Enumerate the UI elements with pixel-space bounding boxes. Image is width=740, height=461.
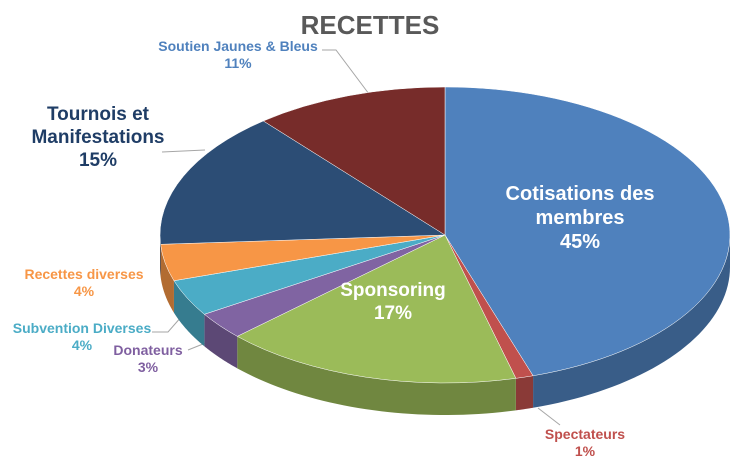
slice-label: Spectateurs 1% [515, 426, 655, 460]
slice-percent: 11% [224, 54, 252, 71]
slice-percent: 15% [78, 149, 118, 171]
leader-line [152, 315, 183, 333]
slice-percent: 4% [73, 282, 95, 299]
slice-name: Recettes diverses [24, 266, 144, 282]
slice-label: Tournois et Manifestations 15% [23, 104, 173, 172]
slice-label: Recettes diverses 4% [9, 266, 159, 300]
slice-name: Spectateurs [544, 426, 626, 442]
chart-title: RECETTES [300, 10, 440, 40]
slice-label: Cotisations des membres 45% [500, 182, 660, 254]
slice-side [204, 314, 238, 369]
leader-line [537, 407, 561, 426]
slice-percent: 17% [373, 302, 413, 324]
slice-name: Sponsoring [340, 280, 446, 301]
leader-line [161, 149, 206, 153]
slice-percent: 3% [137, 358, 159, 375]
slice-label: Sponsoring 17% [323, 280, 463, 326]
slice-side [515, 375, 534, 411]
slice-side [533, 235, 730, 408]
slice-label: Subvention Diverses 4% [2, 320, 162, 354]
slice-name: Soutien Jaunes & Bleus [158, 38, 318, 54]
leader-line [322, 49, 373, 99]
slice-name: Subvention Diverses [12, 320, 152, 336]
slice-side [237, 336, 516, 415]
slice-name: Tournois et Manifestations [31, 104, 165, 148]
slice-percent: 1% [574, 442, 596, 459]
slice [159, 120, 446, 245]
slice-name: Donateurs [113, 342, 183, 358]
slice-name: Cotisations des membres [505, 183, 655, 229]
slice-side [160, 235, 161, 277]
slice-side [160, 244, 174, 313]
slice-label: Donateurs 3% [98, 342, 198, 376]
slice-percent: 45% [559, 231, 601, 253]
leader-lines [152, 49, 561, 426]
slice-side [173, 280, 205, 347]
slice [262, 86, 446, 236]
slice [444, 86, 731, 377]
slice [236, 234, 517, 384]
slice-label: Soutien Jaunes & Bleus 11% [138, 38, 338, 72]
slice-percent: 4% [71, 336, 93, 353]
